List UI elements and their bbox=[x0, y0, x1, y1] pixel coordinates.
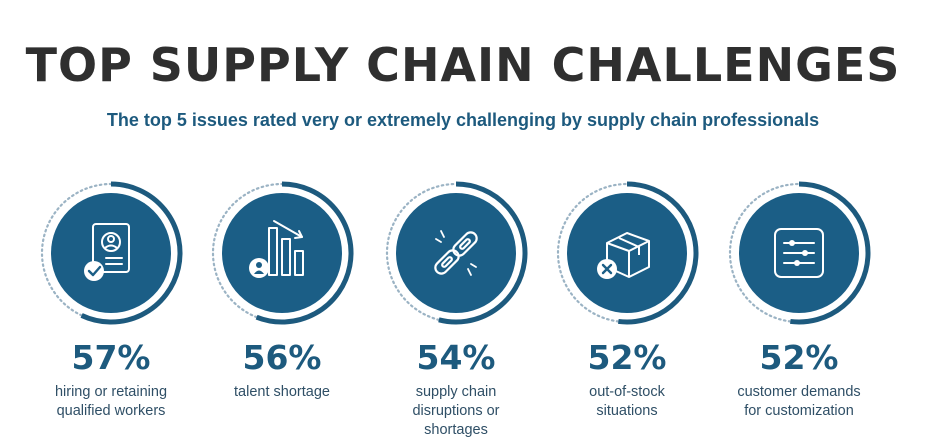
progress-ring bbox=[40, 181, 183, 325]
stat-value: 52% bbox=[587, 338, 667, 377]
icon-circle bbox=[396, 193, 516, 313]
stat-label: hiring or retaining qualified workers bbox=[26, 383, 196, 421]
progress-ring bbox=[556, 181, 699, 325]
stat-value: 54% bbox=[416, 338, 496, 377]
ring-remainder bbox=[385, 182, 457, 321]
progress-ring bbox=[728, 181, 871, 325]
stat-label: out-of-stock situations bbox=[542, 383, 712, 421]
sliders-icon bbox=[774, 228, 824, 278]
stat-label-line: disruptions or bbox=[412, 403, 500, 419]
stat-label-line: shortages bbox=[424, 422, 488, 438]
broken-chain-icon bbox=[434, 230, 478, 276]
declining-bar-chart-icon bbox=[249, 220, 304, 278]
ring-remainder bbox=[40, 182, 112, 317]
stat-value: 52% bbox=[759, 338, 839, 377]
stat-label: customer demands for customization bbox=[714, 383, 884, 421]
ring-remainder bbox=[211, 182, 283, 319]
stat-value: 56% bbox=[242, 338, 322, 377]
progress-ring bbox=[385, 181, 528, 325]
stat-label-line: talent shortage bbox=[234, 384, 330, 400]
stat-label-line: situations bbox=[596, 403, 658, 419]
stat-label-line: qualified workers bbox=[56, 403, 166, 419]
stat-label: supply chain disruptions or shortages bbox=[371, 383, 541, 440]
ring-remainder bbox=[728, 182, 800, 323]
ring-value-arc bbox=[255, 181, 354, 325]
icon-circle bbox=[51, 193, 171, 313]
stat-label-line: hiring or retaining bbox=[54, 384, 168, 400]
stat-label-line: for customization bbox=[744, 403, 854, 419]
stat-label-line: out-of-stock bbox=[589, 384, 665, 400]
ring-value-arc bbox=[618, 181, 699, 325]
resume-check-icon bbox=[84, 223, 130, 281]
ring-value-arc bbox=[80, 181, 183, 325]
box-x-icon bbox=[597, 232, 650, 279]
ring-value-arc bbox=[438, 181, 528, 325]
stat-label-line: supply chain bbox=[415, 384, 497, 400]
chart-subtitle: The top 5 issues rated very or extremely… bbox=[106, 110, 820, 130]
stat-label-line: customer demands bbox=[737, 384, 861, 400]
progress-ring bbox=[211, 181, 354, 325]
stat-value: 57% bbox=[71, 338, 151, 377]
ring-value-arc bbox=[790, 181, 871, 325]
chart-title: TOP SUPPLY CHAIN CHALLENGES bbox=[25, 38, 901, 92]
stat-label: talent shortage bbox=[197, 383, 367, 402]
icon-circle bbox=[567, 193, 687, 313]
ring-remainder bbox=[556, 182, 628, 323]
